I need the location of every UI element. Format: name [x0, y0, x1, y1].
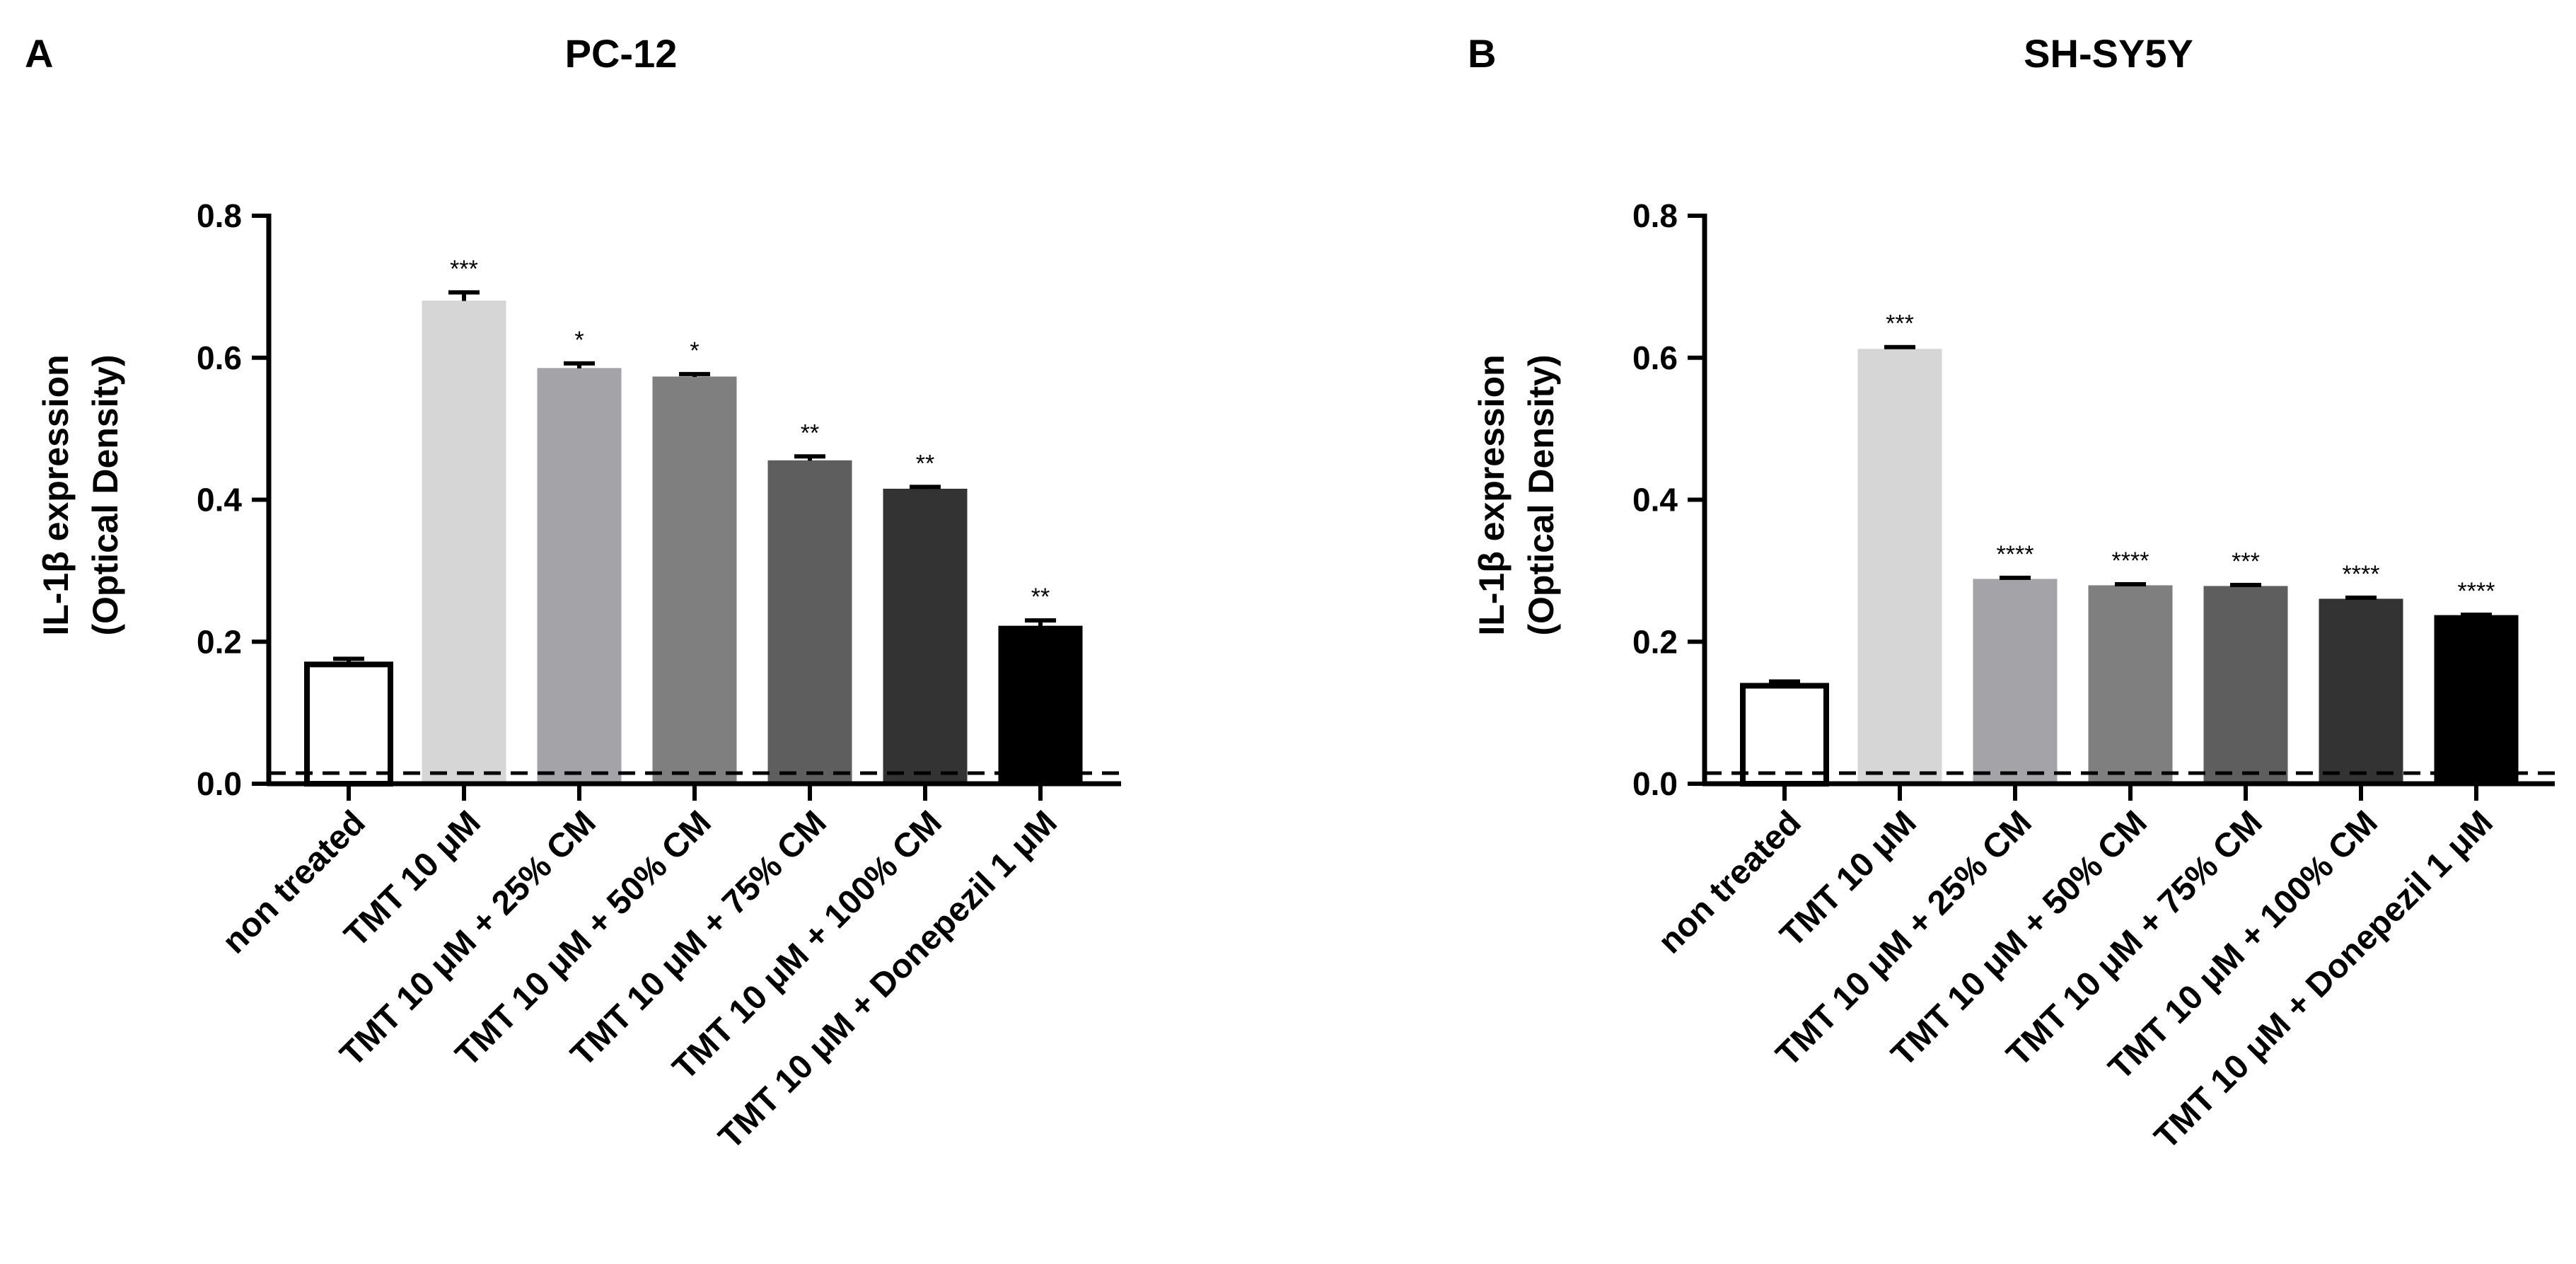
y-tick-label-b-2: 0.4 — [1632, 482, 1678, 518]
y-axis-label-line1-a: IL-1β expression — [36, 354, 76, 635]
chart-title-b: SH-SY5Y — [2024, 31, 2193, 76]
y-axis-label-line1-b: IL-1β expression — [1472, 354, 1512, 635]
significance-label-b-6: **** — [2458, 578, 2495, 605]
bar-b-5 — [2319, 598, 2403, 784]
bar-a-4 — [767, 460, 852, 784]
y-axis-label-line2-b: (Optical Density) — [1521, 354, 1561, 635]
significance-label-a-4: ** — [801, 419, 819, 446]
bar-a-5 — [883, 488, 968, 784]
error-bar-b-1 — [1884, 344, 1915, 349]
significance-label-a-1: *** — [450, 255, 478, 282]
y-tick-label-a-1: 0.2 — [197, 623, 242, 660]
significance-label-b-5: **** — [2343, 561, 2380, 588]
y-tick-label-b-1: 0.2 — [1632, 623, 1678, 660]
bar-b-2 — [1973, 579, 2058, 784]
error-bar-b-2 — [2000, 575, 2031, 580]
bar-b-3 — [2088, 585, 2173, 784]
y-tick-label-a-2: 0.4 — [197, 482, 242, 518]
error-bar-a-2 — [564, 361, 595, 369]
bar-b-0 — [1740, 683, 1829, 787]
y-tick-label-a-3: 0.6 — [197, 340, 242, 376]
bar-a-0 — [304, 661, 393, 787]
y-tick-label-b-3: 0.6 — [1632, 340, 1678, 376]
significance-label-b-2: **** — [1997, 541, 2034, 568]
bar-b-6 — [2434, 615, 2519, 784]
panel-letter-b: B — [1468, 31, 1496, 76]
y-tick-label-a-0: 0.0 — [197, 765, 242, 802]
error-bar-a-4 — [794, 454, 825, 461]
error-bar-a-1 — [448, 290, 480, 301]
bar-b-4 — [2203, 586, 2288, 784]
bar-a-2 — [537, 368, 622, 784]
error-bar-a-6 — [1025, 618, 1056, 627]
error-bar-a-3 — [679, 371, 710, 377]
bar-a-6 — [998, 625, 1083, 784]
significance-label-b-4: *** — [2232, 548, 2260, 575]
error-bar-b-0 — [1769, 679, 1800, 686]
error-bar-b-3 — [2115, 581, 2146, 586]
y-tick-label-b-4: 0.8 — [1632, 197, 1678, 234]
error-bar-b-5 — [2345, 596, 2377, 601]
error-bar-a-5 — [910, 485, 941, 489]
significance-label-a-5: ** — [916, 450, 934, 477]
bar-a-3 — [652, 376, 737, 784]
chart-title-a: PC-12 — [565, 31, 678, 76]
significance-label-b-3: **** — [2112, 547, 2149, 574]
panel-letter-a: A — [25, 31, 53, 76]
significance-label-a-6: ** — [1031, 584, 1050, 610]
y-tick-label-a-4: 0.8 — [197, 197, 242, 234]
error-bar-b-4 — [2230, 582, 2261, 587]
significance-label-a-3: * — [690, 337, 699, 364]
y-tick-label-b-0: 0.0 — [1632, 765, 1678, 802]
error-bar-a-0 — [333, 656, 364, 665]
bar-a-1 — [422, 300, 506, 784]
significance-label-a-2: * — [574, 327, 584, 354]
y-axis-label-line2-a: (Optical Density) — [86, 354, 125, 635]
bar-b-1 — [1857, 349, 1942, 784]
significance-label-b-1: *** — [1886, 311, 1914, 337]
